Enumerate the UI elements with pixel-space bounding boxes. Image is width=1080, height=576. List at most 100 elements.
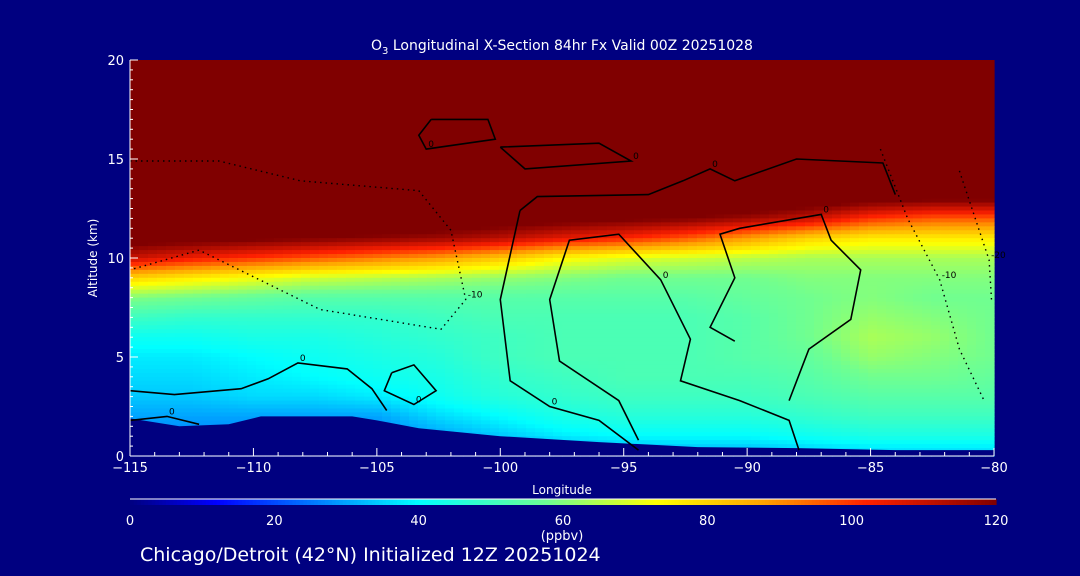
heatmap-cell bbox=[202, 60, 212, 65]
heatmap-cell bbox=[202, 178, 212, 184]
heatmap-cell bbox=[616, 258, 626, 263]
heatmap-cell bbox=[436, 139, 446, 144]
heatmap-cell bbox=[931, 194, 941, 200]
heatmap-cell bbox=[373, 71, 383, 77]
heatmap-cell bbox=[535, 206, 545, 212]
heatmap-cell bbox=[688, 123, 698, 128]
heatmap-cell bbox=[265, 87, 275, 93]
heatmap-cell bbox=[634, 71, 644, 77]
heatmap-cell bbox=[139, 115, 149, 120]
heatmap-cell bbox=[562, 159, 572, 164]
heatmap-cell bbox=[139, 194, 149, 200]
heatmap-cell bbox=[688, 63, 698, 69]
heatmap-cell bbox=[211, 123, 221, 128]
heatmap-cell bbox=[400, 87, 410, 93]
heatmap-cell bbox=[427, 143, 437, 148]
heatmap-cell bbox=[733, 210, 743, 216]
heatmap-cell bbox=[571, 131, 581, 136]
heatmap-cell bbox=[778, 111, 788, 117]
heatmap-cell bbox=[427, 60, 437, 65]
heatmap-cell bbox=[463, 258, 473, 263]
heatmap-cell bbox=[877, 71, 887, 77]
heatmap-cell bbox=[868, 210, 878, 216]
heatmap-cell bbox=[652, 198, 662, 204]
heatmap-cell bbox=[607, 186, 617, 192]
heatmap-cell bbox=[643, 147, 653, 152]
heatmap-cell bbox=[229, 190, 239, 196]
heatmap-cell bbox=[850, 174, 860, 180]
heatmap-cell bbox=[265, 234, 275, 239]
heatmap-cell bbox=[679, 107, 689, 113]
heatmap-cell bbox=[139, 67, 149, 73]
heatmap-cell bbox=[652, 242, 662, 247]
heatmap-cell bbox=[589, 190, 599, 196]
heatmap-cell bbox=[724, 214, 734, 219]
heatmap-cell bbox=[841, 206, 851, 212]
heatmap-cell bbox=[283, 182, 293, 188]
heatmap-cell bbox=[409, 155, 419, 160]
heatmap-cell bbox=[850, 99, 860, 105]
heatmap-cell bbox=[679, 123, 689, 128]
heatmap-cell bbox=[481, 198, 491, 204]
heatmap-cell bbox=[328, 234, 338, 239]
heatmap-cell bbox=[184, 234, 194, 239]
heatmap-cell bbox=[670, 60, 680, 65]
heatmap-cell bbox=[940, 202, 950, 208]
heatmap-cell bbox=[166, 75, 176, 81]
heatmap-cell bbox=[886, 226, 896, 231]
heatmap-cell bbox=[247, 170, 257, 176]
heatmap-cell bbox=[238, 242, 248, 247]
heatmap-cell bbox=[607, 79, 617, 85]
heatmap-cell bbox=[895, 170, 905, 176]
heatmap-cell bbox=[553, 123, 563, 128]
heatmap-cell bbox=[814, 261, 824, 267]
heatmap-cell bbox=[382, 119, 392, 124]
heatmap-cell bbox=[652, 99, 662, 105]
heatmap-cell bbox=[940, 83, 950, 89]
heatmap-cell bbox=[391, 127, 401, 132]
heatmap-cell bbox=[553, 182, 563, 188]
heatmap-cell bbox=[949, 162, 959, 168]
heatmap-cell bbox=[751, 111, 761, 117]
heatmap-cell bbox=[211, 131, 221, 136]
heatmap-cell bbox=[877, 95, 887, 101]
heatmap-cell bbox=[643, 258, 653, 263]
heatmap-cell bbox=[868, 91, 878, 97]
heatmap-cell bbox=[949, 123, 959, 128]
heatmap-cell bbox=[202, 206, 212, 212]
heatmap-cell bbox=[562, 127, 572, 132]
heatmap-cell bbox=[931, 71, 941, 77]
heatmap-cell bbox=[724, 218, 734, 223]
heatmap-cell bbox=[553, 115, 563, 120]
heatmap-cell bbox=[391, 79, 401, 85]
heatmap-cell bbox=[202, 135, 212, 140]
heatmap-cell bbox=[760, 71, 770, 77]
heatmap-cell bbox=[697, 127, 707, 132]
heatmap-cell bbox=[778, 151, 788, 156]
heatmap-cell bbox=[499, 226, 509, 231]
heatmap-cell bbox=[706, 222, 716, 227]
heatmap-cell bbox=[481, 143, 491, 148]
heatmap-cell bbox=[967, 162, 977, 168]
heatmap-cell bbox=[679, 230, 689, 235]
heatmap-cell bbox=[526, 95, 536, 101]
heatmap-cell bbox=[481, 60, 491, 65]
heatmap-cell bbox=[751, 214, 761, 219]
heatmap-cell bbox=[418, 103, 428, 109]
heatmap-cell bbox=[769, 246, 779, 251]
heatmap-cell bbox=[670, 234, 680, 239]
heatmap-cell bbox=[355, 139, 365, 144]
heatmap-cell bbox=[148, 250, 158, 255]
heatmap-cell bbox=[616, 63, 626, 69]
heatmap-cell bbox=[472, 71, 482, 77]
heatmap-cell bbox=[220, 210, 230, 216]
heatmap-cell bbox=[643, 99, 653, 105]
heatmap-cell bbox=[256, 258, 266, 263]
heatmap-cell bbox=[562, 186, 572, 192]
heatmap-cell bbox=[976, 250, 986, 255]
heatmap-cell bbox=[445, 71, 455, 77]
heatmap-cell bbox=[823, 234, 833, 239]
heatmap-cell bbox=[184, 261, 194, 267]
heatmap-cell bbox=[967, 226, 977, 231]
heatmap-cell bbox=[841, 119, 851, 124]
